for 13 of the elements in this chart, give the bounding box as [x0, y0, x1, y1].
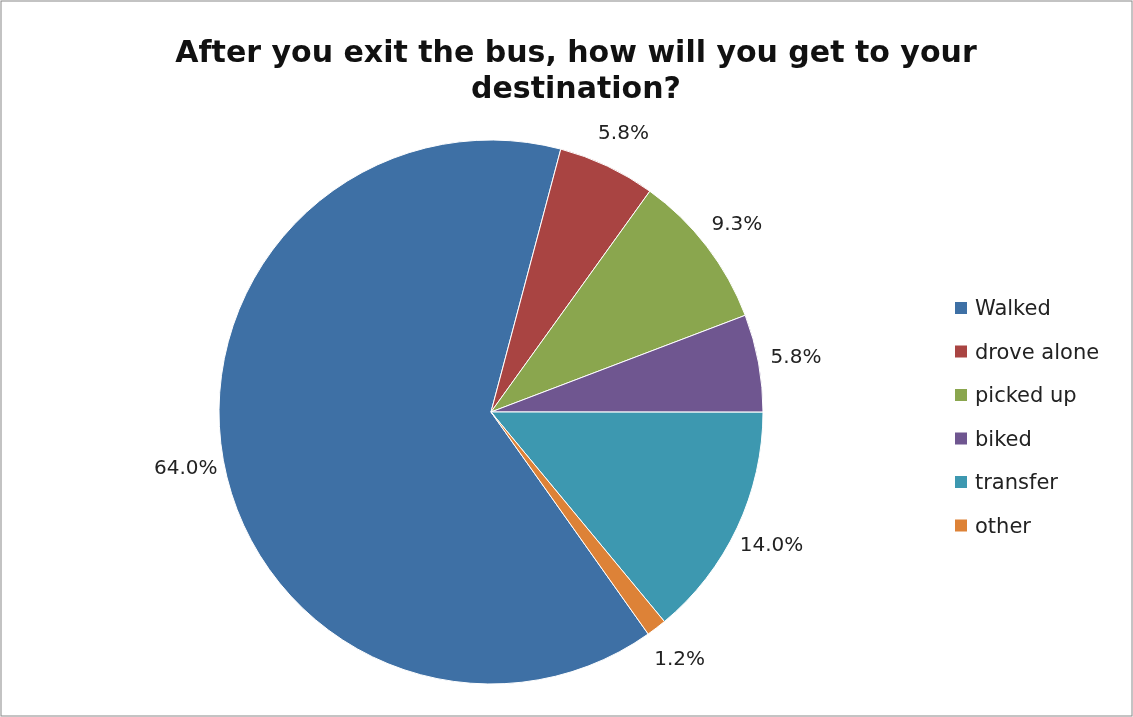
- legend-label: other: [975, 513, 1032, 538]
- legend-label: biked: [975, 426, 1032, 451]
- legend-label: transfer: [975, 470, 1059, 495]
- chart-title: After you exit the bus, how will you get to your destination?: [175, 34, 977, 105]
- data-label: 1.2%: [654, 646, 705, 671]
- legend-label: picked up: [975, 383, 1077, 408]
- legend-label: Walked: [975, 296, 1051, 321]
- legend-label: drove alone: [975, 339, 1100, 364]
- data-label: 64.0%: [154, 454, 218, 479]
- data-label: 14.0%: [739, 532, 804, 557]
- data-label: 5.8%: [770, 344, 822, 369]
- data-label: 5.8%: [598, 119, 649, 144]
- data-label: 9.3%: [711, 211, 763, 236]
